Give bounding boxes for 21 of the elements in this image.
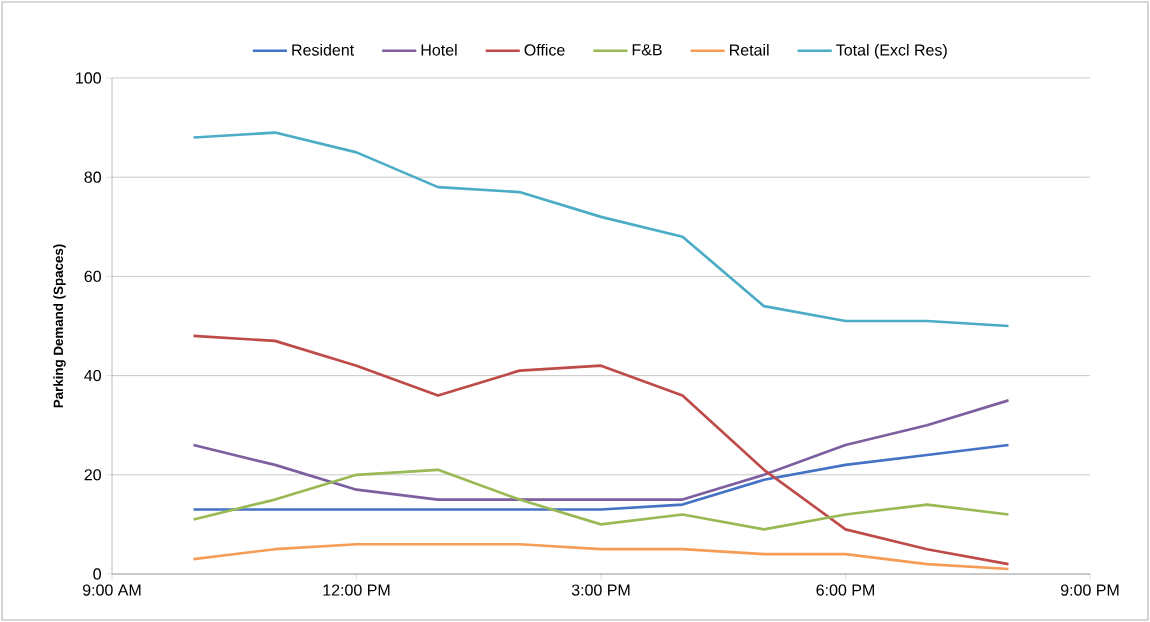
y-tick-label: 0 [93, 568, 101, 580]
y-tick-label: 40 [84, 369, 101, 382]
x-tick-label: 6:00 PM [816, 584, 874, 596]
x-tick-label: 3:00 PM [571, 584, 630, 596]
legend-label: Resident [292, 43, 355, 56]
legend-label: Hotel [421, 43, 457, 56]
y-axis-title: Parking Demand (Spaces) [53, 244, 66, 408]
line-series [192, 131, 1010, 328]
y-tick-label: 80 [84, 171, 101, 183]
legend-label: Retail [730, 43, 769, 56]
legend-label: Office [524, 43, 565, 56]
x-tick-label: 9:00 PM [1060, 584, 1119, 596]
x-tick-label: 12:00 PM [323, 584, 390, 596]
line-series [192, 468, 1010, 531]
legend-label: F&B [632, 44, 662, 56]
x-tick-label: 9:00 AM [82, 584, 141, 596]
y-tick-label: 20 [84, 469, 101, 481]
y-tick-label: 60 [84, 270, 101, 283]
y-tick-label: 100 [76, 72, 101, 84]
line-series [192, 334, 1010, 566]
legend-label: Total (Excl Res) [836, 43, 947, 59]
